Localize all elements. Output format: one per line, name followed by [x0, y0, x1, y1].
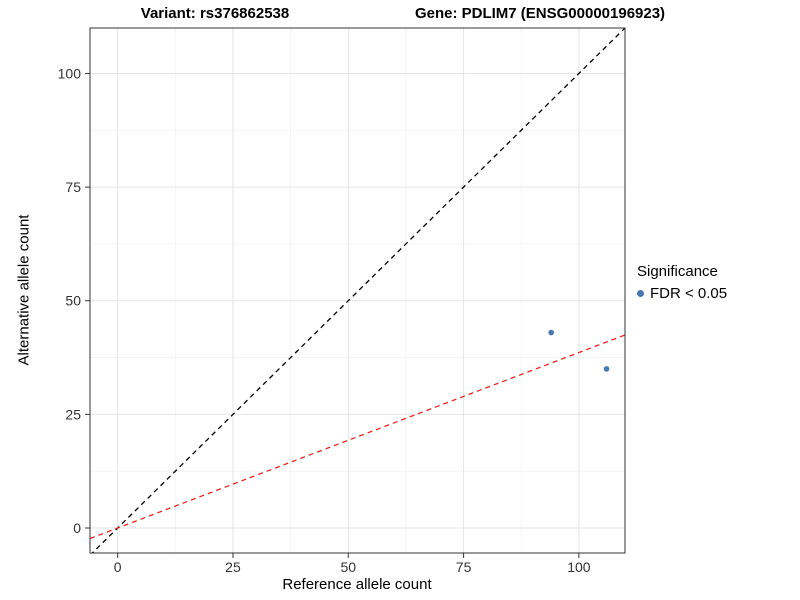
- y-tick-label: 100: [58, 65, 82, 81]
- y-axis-title: Alternative allele count: [15, 214, 33, 366]
- legend-point-icon: [637, 290, 644, 297]
- y-tick-label: 50: [65, 293, 81, 309]
- y-tick-label: 25: [65, 406, 81, 422]
- legend: Significance FDR < 0.05: [637, 263, 727, 302]
- panel-border: [89, 27, 626, 554]
- y-tick-label: 0: [73, 520, 81, 536]
- x-tick-label: 50: [340, 559, 356, 575]
- x-tick-label: 25: [225, 559, 241, 575]
- plot-panel: [90, 28, 625, 553]
- data-point: [548, 329, 555, 336]
- data-point: [603, 366, 610, 372]
- identity-line: [91, 28, 625, 553]
- fit-line: [90, 334, 625, 540]
- x-axis-title: Reference allele count: [282, 576, 432, 593]
- x-tick-label: 100: [567, 559, 591, 575]
- plot-title-gene: Gene: PDLIM7 (ENSG00000196923): [414, 5, 666, 22]
- y-tick-label: 75: [65, 179, 81, 195]
- x-tick-label: 75: [456, 559, 472, 575]
- x-tick-label: 0: [114, 559, 122, 575]
- legend-item-label: FDR < 0.05: [650, 285, 728, 302]
- legend-item-fdr: FDR < 0.05: [637, 285, 727, 302]
- plot-title-variant: Variant: rs376862538: [140, 5, 290, 22]
- legend-title: Significance: [637, 263, 718, 280]
